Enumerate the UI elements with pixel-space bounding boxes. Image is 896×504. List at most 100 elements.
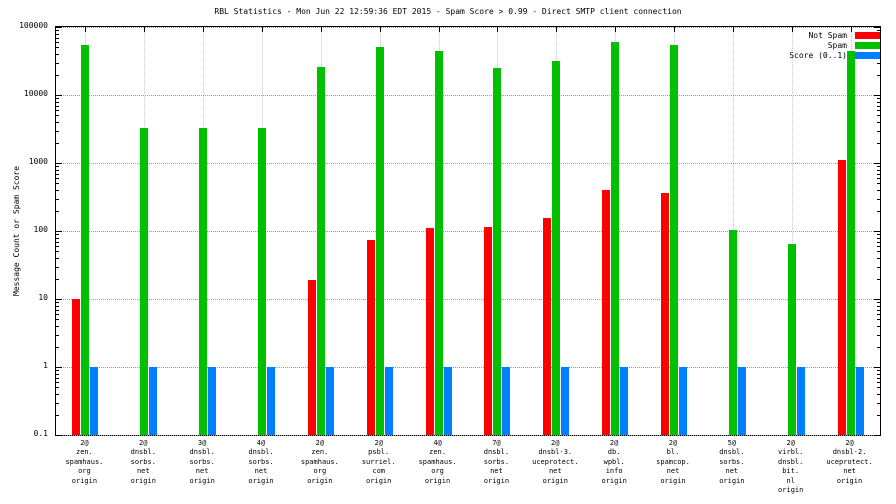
y-tick-minor: [56, 334, 59, 336]
bar-score-0-1: [679, 367, 687, 435]
y-tick-minor: [56, 278, 59, 280]
x-tick-label: 4@ dnsbl. sorbs. net origin: [248, 439, 274, 485]
y-tick-minor: [56, 130, 59, 132]
bar-spam: [140, 127, 149, 435]
bar-score-0-1: [620, 367, 629, 435]
x-tick-label: 2@ psbl. surriel. com origin: [361, 439, 396, 485]
x-gridline: [791, 27, 793, 435]
y-tick-minor: [56, 241, 59, 243]
y-tick-minor: [56, 42, 59, 44]
y-tick-label: 100000: [19, 21, 48, 30]
bar-score-0-1: [796, 367, 805, 435]
legend-label: Not Spam: [808, 31, 847, 40]
y-tick-minor: [877, 246, 880, 248]
x-tick-label: 4@ zen. spamhaus. org origin: [418, 439, 457, 485]
y-tick-label: 10000: [23, 89, 48, 98]
y-tick-major: [56, 95, 62, 96]
x-tick-label: 2@ dnsbl-3. uceprotect. net origin: [532, 439, 579, 485]
legend-row: Not Spam: [789, 31, 880, 40]
y-tick-minor: [56, 122, 59, 124]
y-tick-minor: [56, 33, 59, 35]
y-gridline: [56, 367, 880, 368]
y-tick-minor: [56, 266, 59, 268]
y-tick-minor: [56, 101, 59, 103]
x-tick: [556, 27, 558, 32]
y-tick-minor: [56, 302, 59, 304]
y-tick-label: 1000: [28, 157, 48, 166]
y-gridline: [56, 95, 880, 96]
bar-not-spam: [543, 218, 552, 435]
y-tick-major: [874, 367, 880, 368]
y-tick-minor: [877, 190, 880, 192]
y-tick-label: 1: [43, 361, 48, 370]
bar-not-spam: [72, 299, 81, 435]
x-tick-label: 5@ dnsbl. sorbs. net origin: [719, 439, 745, 485]
bar-spam: [81, 44, 90, 435]
legend-swatch: [855, 32, 880, 39]
bar-spam: [434, 50, 443, 435]
y-tick-label: 100: [33, 225, 48, 234]
y-tick-minor: [877, 305, 880, 307]
y-tick-minor: [877, 346, 880, 348]
y-tick-major: [874, 95, 880, 96]
y-tick-minor: [877, 278, 880, 280]
bar-not-spam: [366, 239, 375, 435]
legend-label: Spam: [827, 41, 847, 50]
bar-not-spam: [484, 226, 493, 435]
y-tick-major: [874, 299, 880, 300]
y-tick-major: [874, 435, 880, 436]
y-tick-minor: [877, 387, 880, 389]
y-tick-minor: [56, 234, 59, 236]
bar-spam: [493, 67, 502, 435]
y-tick-minor: [877, 266, 880, 268]
bar-not-spam: [602, 190, 611, 435]
bar-not-spam: [837, 160, 846, 435]
x-tick-label: 2@ zen. spamhaus. org origin: [300, 439, 339, 485]
y-tick-minor: [56, 74, 59, 76]
y-tick-minor: [877, 302, 880, 304]
y-tick-minor: [877, 105, 880, 107]
y-tick-minor: [877, 394, 880, 396]
y-tick-minor: [877, 169, 880, 171]
y-tick-minor: [877, 326, 880, 328]
y-tick-minor: [56, 166, 59, 168]
bar-score-0-1: [208, 367, 217, 435]
y-tick-minor: [56, 370, 59, 372]
y-tick-minor: [56, 309, 59, 311]
bar-spam: [552, 60, 561, 435]
x-tick: [497, 27, 499, 32]
x-axis-labels: 2@ zen. spamhaus. org origin 2@ dnsbl. so…: [55, 439, 879, 501]
y-tick-minor: [56, 237, 59, 239]
y-tick-minor: [56, 387, 59, 389]
y-tick-minor: [56, 190, 59, 192]
y-tick-minor: [877, 258, 880, 260]
y-tick-minor: [56, 326, 59, 328]
bar-not-spam: [307, 280, 316, 435]
y-tick-minor: [877, 178, 880, 180]
legend: Not Spam Spam Score (0..1): [789, 30, 880, 61]
bar-spam: [728, 229, 737, 435]
y-tick-minor: [877, 373, 880, 375]
y-tick-minor: [56, 414, 59, 416]
legend-swatch: [855, 42, 880, 49]
x-tick-label: 2@ dnsbl-2. uceprotect. net origin: [826, 439, 873, 485]
chart-title: RBL Statistics - Mon Jun 22 12:59:36 EDT…: [214, 7, 682, 16]
bar-spam: [199, 127, 208, 435]
y-tick-minor: [877, 183, 880, 185]
y-tick-minor: [56, 47, 59, 49]
y-tick-minor: [56, 183, 59, 185]
y-tick-minor: [877, 110, 880, 112]
y-tick-minor: [877, 309, 880, 311]
y-tick-minor: [56, 346, 59, 348]
bar-score-0-1: [325, 367, 334, 435]
y-tick-minor: [877, 334, 880, 336]
x-tick: [615, 27, 617, 32]
legend-swatch: [855, 52, 880, 59]
y-tick-minor: [877, 370, 880, 372]
x-tick: [438, 27, 440, 32]
y-tick-minor: [56, 394, 59, 396]
bar-spam: [258, 127, 266, 435]
y-gridline: [56, 299, 880, 300]
y-tick-minor: [877, 234, 880, 236]
x-tick-label: 2@ dnsbl. sorbs. net origin: [130, 439, 156, 485]
